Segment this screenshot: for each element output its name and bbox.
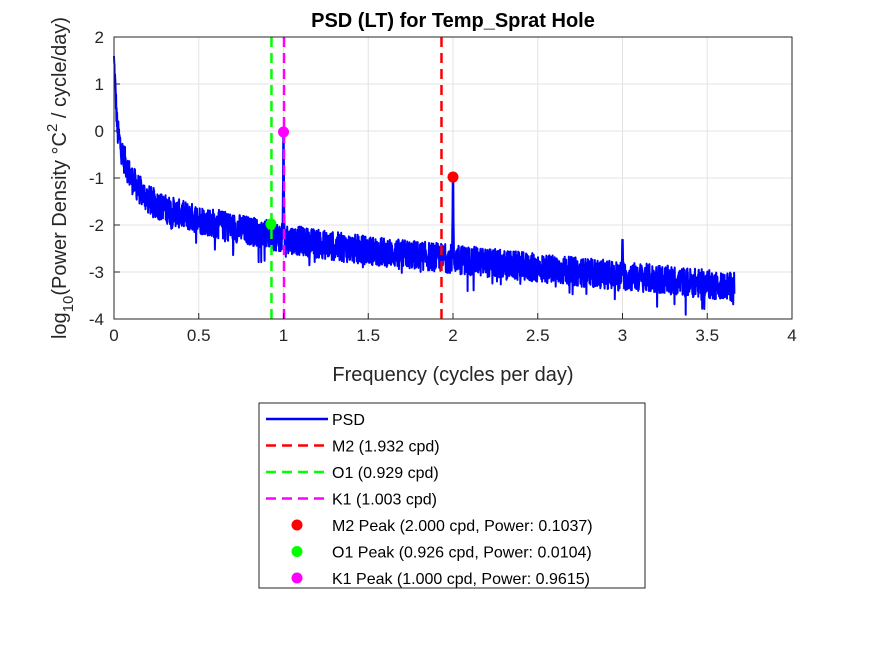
x-tick-label: 1 <box>279 326 288 345</box>
x-tick-label: 1.5 <box>356 326 380 345</box>
chart-title: PSD (LT) for Temp_Sprat Hole <box>311 10 595 32</box>
legend-entry-label: K1 Peak (1.000 cpd, Power: 0.9615) <box>332 571 590 588</box>
x-tick-label: 2 <box>448 326 457 345</box>
peak-marker <box>265 218 277 230</box>
y-tick-label: -3 <box>89 263 104 282</box>
plot-content <box>113 37 736 319</box>
peak-marker <box>447 171 459 183</box>
legend-entry-label: M2 (1.932 cpd) <box>332 439 440 456</box>
x-tick-label: 4 <box>787 326 796 345</box>
x-axis-label: Frequency (cycles per day) <box>332 364 573 386</box>
legend-swatch-marker <box>291 572 303 584</box>
y-tick-label: -2 <box>89 216 104 235</box>
x-tick-label: 3.5 <box>695 326 719 345</box>
y-label-suffix: / cycle/day) <box>49 17 71 124</box>
y-tick-label: 1 <box>95 75 104 94</box>
y-tick-label: -1 <box>89 169 104 188</box>
psd-line <box>113 55 736 316</box>
x-tick-label: 2.5 <box>526 326 550 345</box>
y-tick-label: 2 <box>95 28 104 47</box>
y-label-prefix: log <box>49 312 71 339</box>
axis-ticks: 0 0.5 1 1.5 2 2.5 3 3.5 4 -4 -3 -2 -1 0 1 2 <box>89 28 797 345</box>
y-label-superscript: 2 <box>44 124 61 132</box>
x-tick-label: 0.5 <box>187 326 211 345</box>
legend-box <box>258 402 646 589</box>
legend-entry-label: M2 Peak (2.000 cpd, Power: 0.1037) <box>332 518 593 535</box>
y-axis-label: log10(Power Density °C2 / cycle/day) <box>44 17 77 339</box>
x-tick-label: 0 <box>109 326 118 345</box>
y-tick-label: -4 <box>89 310 104 329</box>
peak-marker <box>278 126 289 138</box>
legend-entry-label: K1 (1.003 cpd) <box>332 492 437 509</box>
x-tick-label: 3 <box>618 326 627 345</box>
y-label-subscript: 10 <box>60 296 77 313</box>
legend-entry-label: O1 Peak (0.926 cpd, Power: 0.0104) <box>332 545 592 562</box>
y-tick-label: 0 <box>95 122 104 141</box>
y-label-main: (Power Density °C <box>49 132 71 296</box>
legend-swatch-marker <box>291 519 303 531</box>
legend-entry-label: O1 (0.929 cpd) <box>332 465 439 482</box>
legend: PSD M2 (1.932 cpd) O1 (0.929 cpd) K1 (1.003… <box>258 402 646 589</box>
legend-swatch-marker <box>291 546 303 557</box>
legend-entry-label: PSD <box>332 412 365 429</box>
